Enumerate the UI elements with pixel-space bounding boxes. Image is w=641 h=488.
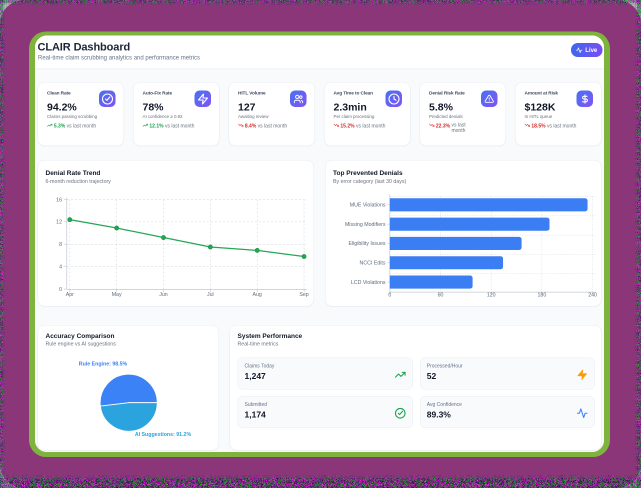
- svg-text:Aug: Aug: [253, 292, 262, 298]
- svg-text:LCD Violations: LCD Violations: [351, 280, 386, 286]
- svg-text:180: 180: [538, 293, 547, 299]
- svg-text:4: 4: [59, 264, 62, 270]
- svg-text:NCCI Edits: NCCI Edits: [360, 261, 386, 267]
- svg-text:12: 12: [56, 220, 62, 226]
- svg-text:Jul: Jul: [207, 292, 214, 298]
- svg-text:May: May: [112, 292, 122, 298]
- svg-text:120: 120: [487, 293, 496, 299]
- svg-text:Sep: Sep: [299, 292, 308, 298]
- svg-text:Eligibility Issues: Eligibility Issues: [348, 241, 385, 247]
- svg-text:Missing Modifiers: Missing Modifiers: [345, 222, 386, 228]
- svg-text:Apr: Apr: [66, 292, 74, 298]
- svg-text:0: 0: [59, 287, 62, 293]
- svg-text:Jun: Jun: [159, 292, 168, 298]
- svg-text:60: 60: [438, 293, 444, 299]
- svg-text:8: 8: [59, 242, 62, 248]
- svg-text:0: 0: [388, 293, 391, 299]
- svg-text:MUE Violations: MUE Violations: [350, 203, 386, 209]
- svg-text:16: 16: [56, 197, 62, 203]
- svg-text:240: 240: [588, 293, 597, 299]
